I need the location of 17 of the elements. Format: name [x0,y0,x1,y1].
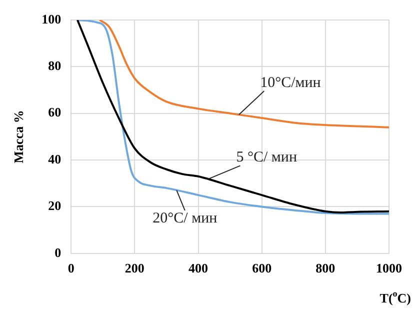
x-tick-label: 800 [316,260,336,276]
x-tick-label: 1000 [376,260,402,276]
series-label: 20°C/ мин [152,210,218,226]
x-tick-label: 200 [124,260,144,276]
x-tick-label: 400 [188,260,208,276]
y-tick-label: 100 [42,11,62,26]
y-tick-label: 20 [48,198,62,214]
y-axis-title: Масса % [11,110,26,164]
y-tick-label: 0 [54,244,62,260]
y-tick-label: 80 [48,58,62,74]
x-tick-label: 600 [252,260,272,276]
line-series [98,20,389,128]
y-tick-label: 40 [48,151,62,166]
y-tick-label: 60 [48,104,62,120]
series-label: 5 °C/ мин [236,150,297,166]
series-label: 10°C/мин [260,74,321,91]
x-tick-label: 0 [68,260,74,276]
